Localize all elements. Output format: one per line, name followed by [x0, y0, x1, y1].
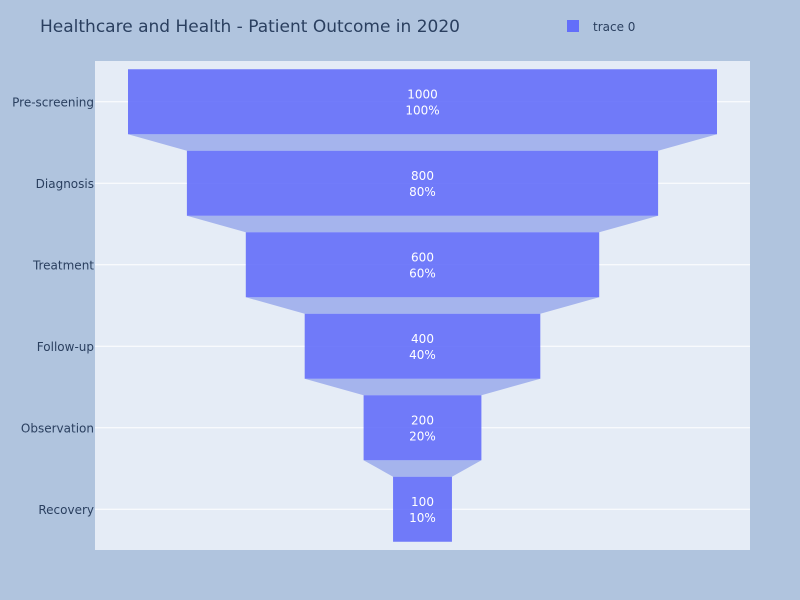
y-tick-label: Recovery: [38, 503, 94, 517]
y-tick-label: Pre-screening: [12, 95, 94, 109]
y-tick-labels: Pre-screening Diagnosis Treatment Follow-up…: [12, 95, 94, 517]
connector-layer: [128, 134, 717, 477]
funnel-value-label: 600: [411, 250, 434, 264]
funnel-value-label: 800: [411, 169, 434, 183]
funnel-bar[interactable]: [128, 69, 717, 135]
funnel-percent-label: 20%: [409, 429, 436, 443]
legend[interactable]: trace 0: [567, 20, 635, 34]
funnel-connector: [245, 297, 600, 314]
y-tick-label: Follow-up: [37, 340, 94, 354]
y-tick-label: Diagnosis: [36, 177, 94, 191]
funnel-percent-label: 80%: [409, 185, 436, 199]
funnel-connector: [128, 134, 717, 151]
legend-item-trace-0[interactable]: trace 0: [593, 20, 635, 34]
legend-swatch: [567, 20, 579, 32]
funnel-percent-label: 40%: [409, 348, 436, 362]
y-tick-label: Treatment: [32, 258, 94, 272]
funnel-bar[interactable]: [304, 313, 541, 379]
funnel-stage-pre-screening[interactable]: 1000 100%: [128, 69, 717, 135]
funnel-bar[interactable]: [245, 232, 600, 298]
funnel-percent-label: 10%: [409, 511, 436, 525]
funnel-connector: [363, 460, 482, 477]
funnel-bar[interactable]: [363, 395, 482, 461]
funnel-value-label: 1000: [407, 87, 438, 101]
funnel-connector: [304, 378, 541, 396]
funnel-value-label: 100: [411, 495, 434, 509]
funnel-bar[interactable]: [393, 476, 452, 542]
chart-title: Healthcare and Health - Patient Outcome …: [40, 17, 460, 37]
funnel-percent-label: 60%: [409, 266, 436, 280]
funnel-connector: [186, 215, 659, 233]
funnel-value-label: 200: [411, 413, 434, 427]
funnel-value-label: 400: [411, 332, 434, 346]
funnel-bar[interactable]: [186, 150, 659, 216]
y-tick-label: Observation: [21, 421, 94, 435]
funnel-percent-label: 100%: [405, 103, 439, 117]
